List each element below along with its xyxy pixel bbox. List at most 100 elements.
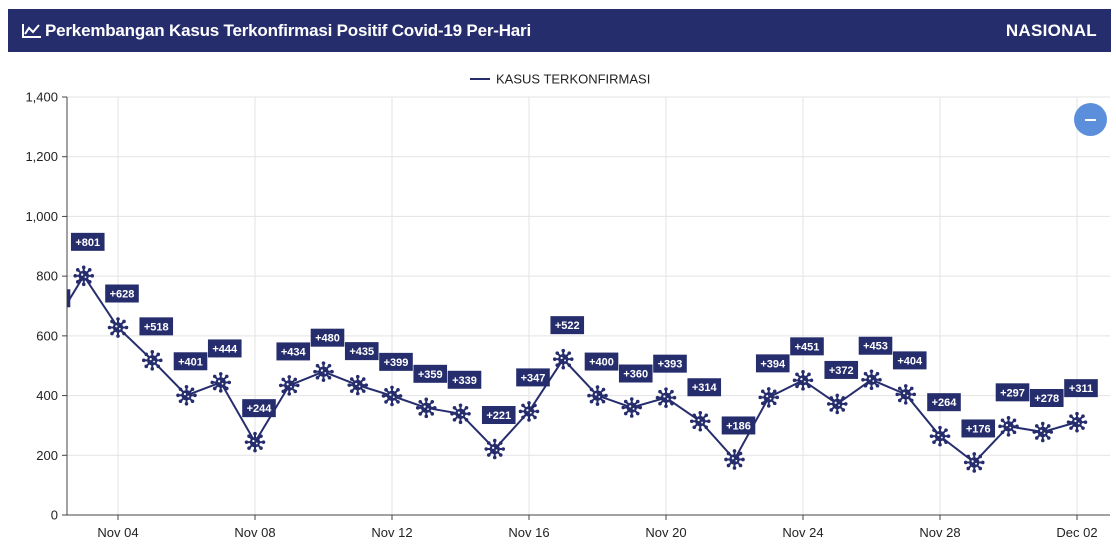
virus-icon[interactable] <box>381 385 403 407</box>
virus-spike-tip <box>1075 428 1079 433</box>
virus-spike-tip <box>938 442 942 447</box>
data-label: +186 <box>721 416 756 435</box>
virus-dot <box>937 433 940 437</box>
virus-icon[interactable] <box>998 416 1019 437</box>
virus-icon[interactable] <box>347 374 369 396</box>
virus-icon[interactable] <box>141 350 163 371</box>
virus-icon[interactable] <box>313 361 334 382</box>
virus-icon[interactable] <box>587 385 608 406</box>
virus-icon[interactable] <box>552 348 574 370</box>
data-label: +518 <box>139 317 174 336</box>
virus-icon[interactable] <box>689 410 711 432</box>
virus-spike-tip <box>1049 430 1054 434</box>
virus-icon[interactable] <box>1032 421 1054 443</box>
data-label-text: +347 <box>521 372 546 384</box>
virus-icon[interactable] <box>963 452 985 473</box>
virus-icon[interactable] <box>518 401 540 422</box>
data-label-box <box>310 328 345 347</box>
virus-spike-tip <box>1034 436 1039 440</box>
virus-core <box>660 392 672 403</box>
virus-spike-tip <box>498 453 503 457</box>
virus-spike-tip <box>555 363 560 367</box>
virus-icon[interactable] <box>450 403 471 425</box>
virus-spike-tip <box>361 377 366 381</box>
virus-dot <box>701 421 703 424</box>
virus-dot <box>903 392 906 395</box>
virus-core <box>147 355 158 366</box>
virus-icon[interactable] <box>724 449 745 470</box>
virus-spike-tip <box>569 357 574 361</box>
virus-icon[interactable] <box>210 372 232 393</box>
virus-icon[interactable] <box>758 387 780 408</box>
virus-spike-tip <box>75 280 80 284</box>
data-label-text: +400 <box>589 357 614 369</box>
virus-spike-tip <box>692 425 697 430</box>
zoom-out-button[interactable] <box>1074 103 1107 136</box>
virus-spike-tip <box>909 398 914 403</box>
virus-spike-tip <box>430 400 435 404</box>
virus-icon[interactable] <box>929 425 951 447</box>
virus-spike-tip <box>210 380 215 385</box>
x-tick-label: Nov 28 <box>919 525 960 540</box>
virus-icon[interactable] <box>1066 411 1088 433</box>
virus-spike-tip <box>978 454 983 459</box>
data-label-text: +244 <box>247 403 273 415</box>
virus-spike-tip <box>1083 420 1088 424</box>
virus-spike-tip <box>1000 430 1005 435</box>
virus-icon[interactable] <box>176 384 197 406</box>
virus-core <box>1071 416 1083 428</box>
virus-dot <box>560 356 563 360</box>
virus-spike-tip <box>452 417 457 422</box>
virus-icon[interactable] <box>278 375 300 396</box>
virus-spike-tip <box>692 413 697 418</box>
data-label-text: +264 <box>932 397 958 409</box>
virus-spike-tip <box>484 447 489 451</box>
virus-spike-tip <box>295 383 300 388</box>
data-label-box <box>550 316 585 335</box>
virus-icon[interactable] <box>484 438 506 460</box>
virus-spike-tip <box>498 441 503 445</box>
virus-icon[interactable] <box>655 387 677 408</box>
data-label-box <box>995 383 1030 402</box>
virus-icon[interactable] <box>244 431 266 453</box>
virus-dot <box>324 372 327 374</box>
virus-spike-tip <box>741 457 745 462</box>
virus-core <box>284 380 295 391</box>
virus-spike-tip <box>418 400 423 404</box>
virus-icon[interactable] <box>895 384 917 405</box>
virus-icon[interactable] <box>621 397 643 418</box>
virus-icon[interactable] <box>792 370 814 391</box>
virus-spike-tip <box>190 399 195 404</box>
x-tick-label: Nov 24 <box>782 525 823 540</box>
x-tick-label: Nov 08 <box>234 525 275 540</box>
data-label-box <box>173 352 208 371</box>
data-label: +278 <box>1029 388 1064 407</box>
data-label-box <box>892 351 927 370</box>
data-label-text: +359 <box>418 369 443 381</box>
virus-dot <box>218 380 221 383</box>
virus-spike-tip <box>766 404 771 408</box>
virus-dot <box>632 407 635 410</box>
data-label-text: +278 <box>1034 393 1059 405</box>
data-label: +339 <box>447 370 482 389</box>
virus-spike-tip <box>87 280 92 284</box>
virus-dot <box>971 460 974 463</box>
virus-icon[interactable] <box>415 397 437 419</box>
virus-spike-tip <box>706 419 711 424</box>
virus-spike-tip <box>567 363 572 367</box>
data-label-text: +372 <box>829 365 854 377</box>
virus-icon[interactable] <box>826 393 848 415</box>
virus-spike-tip <box>595 385 600 389</box>
minus-icon <box>1085 118 1096 121</box>
virus-icon[interactable] <box>73 265 95 287</box>
data-label-box <box>276 342 311 361</box>
data-label: +404 <box>892 351 927 370</box>
data-label: +453 <box>858 336 893 355</box>
virus-icon[interactable] <box>107 317 129 338</box>
virus-spike-tip <box>144 364 149 369</box>
virus-dot <box>731 457 734 460</box>
virus-icon[interactable] <box>861 369 882 391</box>
virus-spike-tip <box>224 374 229 379</box>
virus-dot <box>834 401 837 404</box>
virus-spike-tip <box>452 405 457 410</box>
